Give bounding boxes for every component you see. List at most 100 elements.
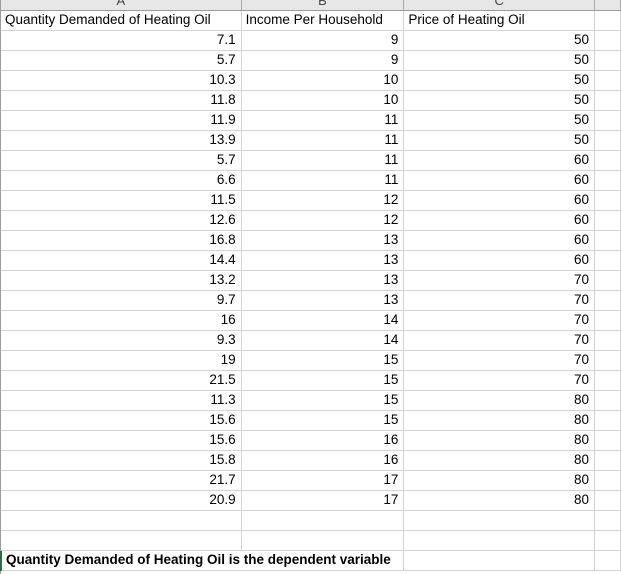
- cell-income[interactable]: 14: [241, 331, 405, 351]
- cell-quantity[interactable]: 21.5: [1, 371, 242, 391]
- cell-income[interactable]: 16: [241, 451, 405, 471]
- cell-price[interactable]: 50: [404, 31, 596, 51]
- cell-empty[interactable]: [595, 131, 621, 151]
- cell-quantity[interactable]: 15.6: [1, 411, 242, 431]
- cell-empty[interactable]: [595, 311, 621, 331]
- cell-price[interactable]: 60: [404, 231, 596, 251]
- cell-empty[interactable]: [595, 471, 621, 491]
- cell-empty[interactable]: [595, 411, 621, 431]
- cell-quantity[interactable]: 16.8: [1, 231, 242, 251]
- cell-quantity[interactable]: 11.3: [1, 391, 242, 411]
- cell-quantity[interactable]: 5.7: [1, 151, 242, 171]
- cell-price[interactable]: 70: [404, 271, 596, 291]
- cell-price[interactable]: 70: [404, 371, 596, 391]
- cell-empty[interactable]: [595, 11, 621, 31]
- cell-empty[interactable]: [595, 291, 621, 311]
- cell-price[interactable]: 80: [404, 411, 596, 431]
- cell-quantity[interactable]: 20.9: [1, 491, 242, 511]
- cell-income[interactable]: 10: [241, 91, 405, 111]
- cell-empty[interactable]: [595, 151, 621, 171]
- cell-price[interactable]: 60: [404, 151, 596, 171]
- cell-empty[interactable]: [595, 391, 621, 411]
- cell-empty[interactable]: [595, 171, 621, 191]
- cell-empty[interactable]: [595, 551, 621, 571]
- cell-empty[interactable]: [595, 51, 621, 71]
- cell-income[interactable]: 10: [241, 71, 405, 91]
- column-header-b[interactable]: B: [242, 0, 405, 10]
- cell-empty[interactable]: [595, 211, 621, 231]
- cell-price[interactable]: 70: [404, 311, 596, 331]
- cell-income[interactable]: 11: [241, 171, 405, 191]
- cell-empty[interactable]: [595, 371, 621, 391]
- cell-empty[interactable]: [595, 191, 621, 211]
- cell-quantity[interactable]: 12.6: [1, 211, 242, 231]
- cell-income[interactable]: 13: [241, 231, 405, 251]
- cell-empty[interactable]: [595, 251, 621, 271]
- cell-quantity[interactable]: 9.7: [1, 291, 242, 311]
- cell-price[interactable]: 50: [404, 91, 596, 111]
- cell-price[interactable]: 80: [404, 391, 596, 411]
- cell-empty[interactable]: [595, 31, 621, 51]
- cell-quantity[interactable]: 10.3: [1, 71, 242, 91]
- column-header-c[interactable]: C: [404, 0, 596, 10]
- cell-price[interactable]: 50: [404, 71, 596, 91]
- cell-empty[interactable]: [595, 451, 621, 471]
- cell-empty[interactable]: [595, 531, 621, 551]
- cell-income[interactable]: 15: [241, 391, 405, 411]
- cell-empty[interactable]: [595, 491, 621, 511]
- cell-empty[interactable]: [595, 351, 621, 371]
- column-header-d[interactable]: [595, 0, 621, 10]
- cell-income[interactable]: 11: [241, 111, 405, 131]
- cell-income[interactable]: 17: [241, 491, 405, 511]
- cell-empty[interactable]: [595, 511, 621, 531]
- cell-price[interactable]: 50: [404, 111, 596, 131]
- cell-price[interactable]: 70: [404, 351, 596, 371]
- cell-quantity[interactable]: 11.8: [1, 91, 242, 111]
- cell-income[interactable]: 15: [241, 371, 405, 391]
- cell-income[interactable]: 9: [241, 51, 405, 71]
- cell-quantity[interactable]: 15.8: [1, 451, 242, 471]
- cell-income[interactable]: 14: [241, 311, 405, 331]
- cell-empty[interactable]: [241, 511, 405, 531]
- cell-income[interactable]: 16: [241, 431, 405, 451]
- cell-income[interactable]: 9: [241, 31, 405, 51]
- cell-quantity[interactable]: 6.6: [1, 171, 242, 191]
- header-cell-income[interactable]: Income Per Household: [241, 11, 405, 31]
- cell-price[interactable]: 80: [404, 491, 596, 511]
- cell-empty[interactable]: [595, 71, 621, 91]
- note-cell[interactable]: Quantity Demanded of Heating Oil is the …: [2, 551, 405, 571]
- cell-empty[interactable]: [404, 551, 596, 571]
- cell-quantity[interactable]: 7.1: [1, 31, 242, 51]
- cell-income[interactable]: 13: [241, 291, 405, 311]
- cell-empty[interactable]: [595, 331, 621, 351]
- cell-quantity[interactable]: 14.4: [1, 251, 242, 271]
- cell-empty[interactable]: [595, 431, 621, 451]
- cell-empty[interactable]: [595, 231, 621, 251]
- cell-price[interactable]: 60: [404, 191, 596, 211]
- cell-quantity[interactable]: 16: [1, 311, 242, 331]
- cell-price[interactable]: 70: [404, 331, 596, 351]
- cell-empty[interactable]: [1, 531, 242, 551]
- cell-income[interactable]: 17: [241, 471, 405, 491]
- cell-quantity[interactable]: 11.5: [1, 191, 242, 211]
- cell-empty[interactable]: [595, 111, 621, 131]
- cell-price[interactable]: 60: [404, 251, 596, 271]
- cell-income[interactable]: 15: [241, 351, 405, 371]
- cell-price[interactable]: 60: [404, 171, 596, 191]
- header-cell-price[interactable]: Price of Heating Oil: [404, 11, 596, 31]
- cell-price[interactable]: 80: [404, 451, 596, 471]
- cell-quantity[interactable]: 13.2: [1, 271, 242, 291]
- cell-income[interactable]: 15: [241, 411, 405, 431]
- cell-price[interactable]: 80: [404, 431, 596, 451]
- cell-price[interactable]: 50: [404, 51, 596, 71]
- cell-income[interactable]: 13: [241, 251, 405, 271]
- cell-quantity[interactable]: 19: [1, 351, 242, 371]
- cell-quantity[interactable]: 13.9: [1, 131, 242, 151]
- cell-income[interactable]: 11: [241, 131, 405, 151]
- cell-income[interactable]: 12: [241, 211, 405, 231]
- cell-price[interactable]: 60: [404, 211, 596, 231]
- cell-empty[interactable]: [241, 531, 405, 551]
- cell-quantity[interactable]: 9.3: [1, 331, 242, 351]
- cell-quantity[interactable]: 15.6: [1, 431, 242, 451]
- cell-empty[interactable]: [404, 531, 596, 551]
